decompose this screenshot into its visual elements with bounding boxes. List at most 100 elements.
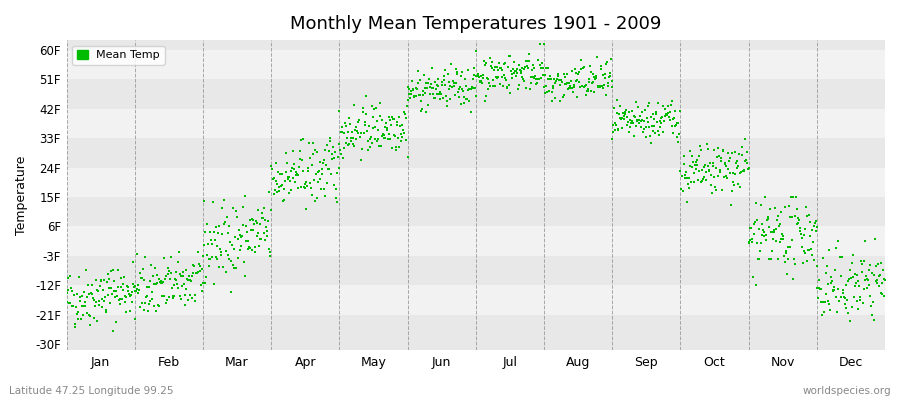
Point bbox=[207, 280, 221, 287]
Point bbox=[288, 179, 302, 185]
Point bbox=[428, 86, 443, 92]
Point bbox=[94, 304, 109, 310]
Point bbox=[816, 308, 831, 315]
Point bbox=[794, 231, 808, 238]
Point bbox=[585, 78, 599, 85]
Point bbox=[103, 300, 117, 306]
Point bbox=[195, 288, 210, 294]
Point bbox=[768, 205, 782, 212]
Bar bbox=[67, 50, 885, 79]
Point bbox=[598, 74, 612, 81]
Point bbox=[242, 245, 256, 252]
Point bbox=[679, 169, 693, 176]
Point bbox=[555, 78, 570, 85]
Point bbox=[295, 168, 310, 175]
Point bbox=[820, 263, 834, 270]
Point bbox=[702, 167, 716, 173]
Point bbox=[807, 220, 822, 226]
Point bbox=[211, 230, 225, 237]
Point bbox=[257, 230, 272, 236]
Point bbox=[688, 162, 702, 168]
Bar bbox=[67, 285, 885, 314]
Point bbox=[520, 65, 535, 72]
Point bbox=[262, 188, 276, 195]
Point bbox=[515, 65, 529, 71]
Point bbox=[277, 186, 292, 192]
Point bbox=[423, 91, 437, 98]
Point bbox=[168, 276, 183, 282]
Point bbox=[79, 294, 94, 300]
Point bbox=[460, 96, 474, 102]
Point bbox=[628, 98, 643, 105]
Point bbox=[316, 160, 330, 166]
Point bbox=[854, 258, 868, 264]
Point bbox=[140, 293, 155, 299]
Point bbox=[471, 73, 485, 80]
Point bbox=[759, 232, 773, 238]
Point bbox=[427, 91, 441, 98]
Point bbox=[161, 265, 176, 271]
Point bbox=[264, 163, 278, 170]
Point bbox=[402, 86, 417, 92]
Point bbox=[303, 180, 318, 186]
Point bbox=[124, 299, 139, 305]
Point bbox=[670, 120, 685, 126]
Point bbox=[271, 168, 285, 175]
Point bbox=[790, 220, 805, 227]
Point bbox=[173, 293, 187, 299]
Point bbox=[693, 179, 707, 185]
Point bbox=[823, 306, 837, 313]
Point bbox=[283, 174, 297, 180]
Point bbox=[590, 53, 604, 60]
Point bbox=[743, 237, 758, 243]
Point bbox=[65, 303, 79, 310]
Point bbox=[297, 184, 311, 191]
Point bbox=[332, 164, 347, 171]
Point bbox=[653, 115, 668, 121]
Point bbox=[826, 287, 841, 293]
Point bbox=[181, 276, 195, 283]
Point bbox=[577, 63, 591, 70]
Point bbox=[833, 294, 848, 300]
Point bbox=[506, 65, 520, 72]
Point bbox=[254, 236, 268, 242]
Point bbox=[609, 110, 624, 116]
Point bbox=[170, 259, 184, 266]
Point bbox=[213, 249, 228, 255]
Point bbox=[857, 258, 871, 264]
Point bbox=[68, 321, 83, 327]
Point bbox=[524, 74, 538, 80]
Point bbox=[720, 174, 734, 181]
Point bbox=[292, 148, 307, 154]
Point bbox=[289, 169, 303, 175]
Point bbox=[491, 66, 505, 73]
Point bbox=[286, 174, 301, 181]
Point bbox=[114, 284, 129, 290]
Point bbox=[84, 313, 98, 319]
Point bbox=[372, 136, 386, 142]
Point bbox=[168, 277, 183, 283]
Point bbox=[804, 219, 818, 225]
Point bbox=[543, 76, 557, 82]
Point bbox=[562, 85, 576, 91]
Point bbox=[206, 228, 220, 235]
Point bbox=[536, 72, 550, 78]
Point bbox=[787, 256, 801, 262]
Point bbox=[338, 123, 353, 130]
Point bbox=[308, 197, 322, 204]
Point bbox=[862, 262, 877, 268]
Point bbox=[802, 246, 816, 253]
Point bbox=[867, 271, 881, 278]
Point bbox=[272, 188, 286, 195]
Point bbox=[759, 236, 773, 243]
Point bbox=[86, 294, 100, 301]
Point bbox=[616, 113, 631, 119]
Point bbox=[234, 243, 248, 249]
Point bbox=[102, 276, 116, 282]
Point bbox=[424, 65, 438, 71]
Point bbox=[538, 90, 553, 96]
Point bbox=[227, 265, 241, 271]
Point bbox=[98, 307, 112, 314]
Point bbox=[617, 116, 632, 122]
Point bbox=[630, 117, 644, 124]
